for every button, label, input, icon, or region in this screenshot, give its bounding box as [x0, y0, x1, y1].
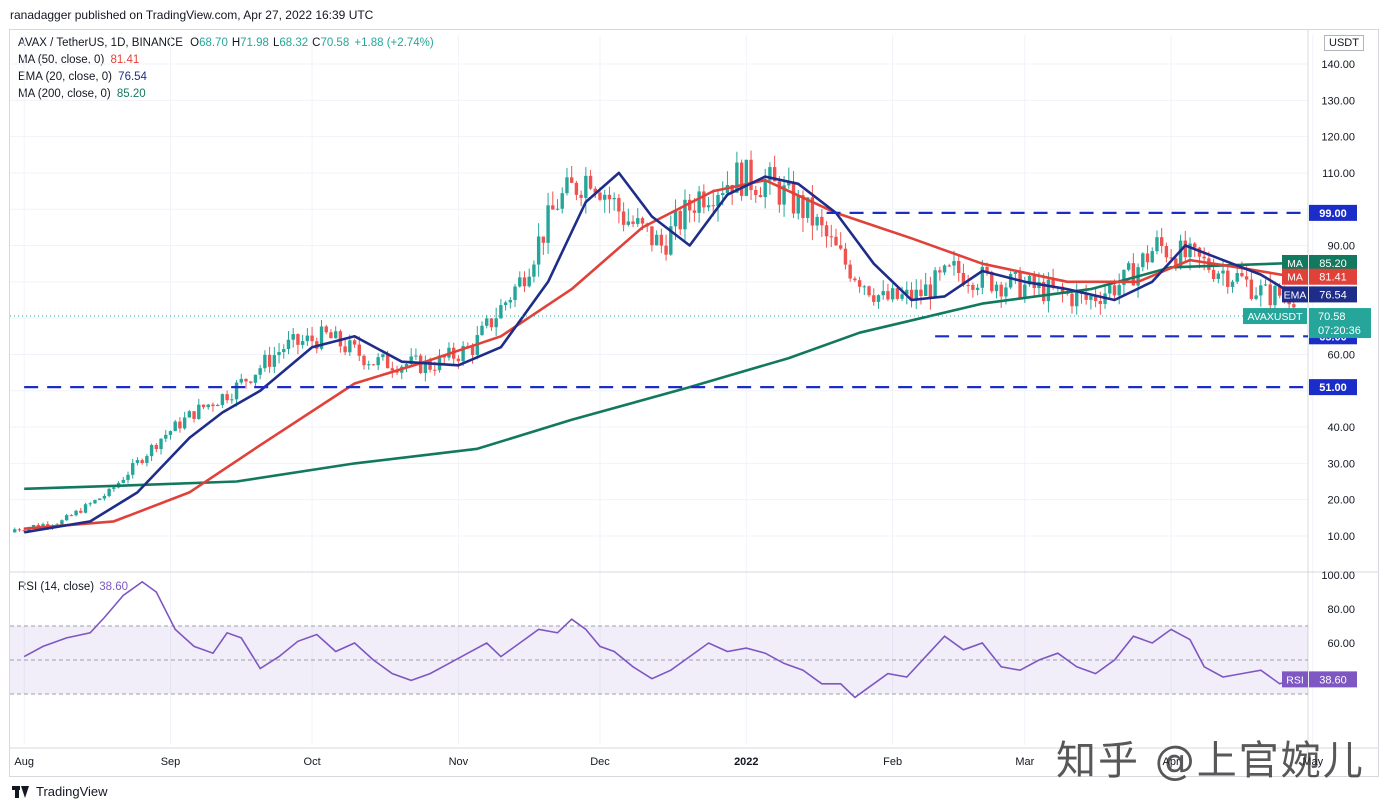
ohlc-c: C70.58 [312, 37, 350, 49]
rsi-legend[interactable]: RSI (14, close) 38.60 [18, 581, 128, 593]
watermark: 知乎 @上官婉儿 [1056, 738, 1365, 784]
indicator-value: 76.54 [118, 71, 147, 83]
footer: TradingView [12, 784, 108, 799]
indicator-label: MA (50, close, 0) [18, 54, 105, 66]
change-value: +1.88 (+2.74%) [354, 37, 434, 49]
symbol-label[interactable]: AVAX / TetherUS, 1D, BINANCE [18, 37, 183, 49]
ohlc-l: L68.32 [272, 37, 309, 49]
indicator-value: 85.20 [116, 88, 146, 100]
indicator-row-ma50[interactable]: MA (50, close, 0) 81.41 [18, 52, 434, 69]
ohlc-o: O68.70 [190, 37, 228, 49]
chart-frame [9, 29, 1379, 777]
tradingview-logo-icon [12, 785, 30, 798]
ohlc-h: H71.98 [231, 37, 269, 49]
currency-button[interactable]: USDT [1324, 35, 1364, 51]
indicator-row-ma200[interactable]: MA (200, close, 0) 85.20 [18, 86, 434, 103]
indicator-label: MA (200, close, 0) [18, 88, 111, 100]
footer-brand[interactable]: TradingView [36, 784, 108, 799]
chart-legend: AVAX / TetherUS, 1D, BINANCE O68.70 H71.9… [18, 35, 434, 103]
rsi-value: 38.60 [99, 581, 129, 593]
indicator-label: EMA (20, close, 0) [18, 71, 112, 83]
publisher-line: ranadagger published on TradingView.com,… [10, 8, 374, 22]
ohlc-row: AVAX / TetherUS, 1D, BINANCE O68.70 H71.9… [18, 35, 434, 52]
ohlc-values: O68.70 H71.98 L68.32 C70.58 [186, 37, 349, 49]
indicator-value: 81.41 [110, 54, 140, 66]
indicator-row-ema20[interactable]: EMA (20, close, 0) 76.54 [18, 69, 434, 86]
rsi-label: RSI (14, close) [18, 581, 95, 593]
